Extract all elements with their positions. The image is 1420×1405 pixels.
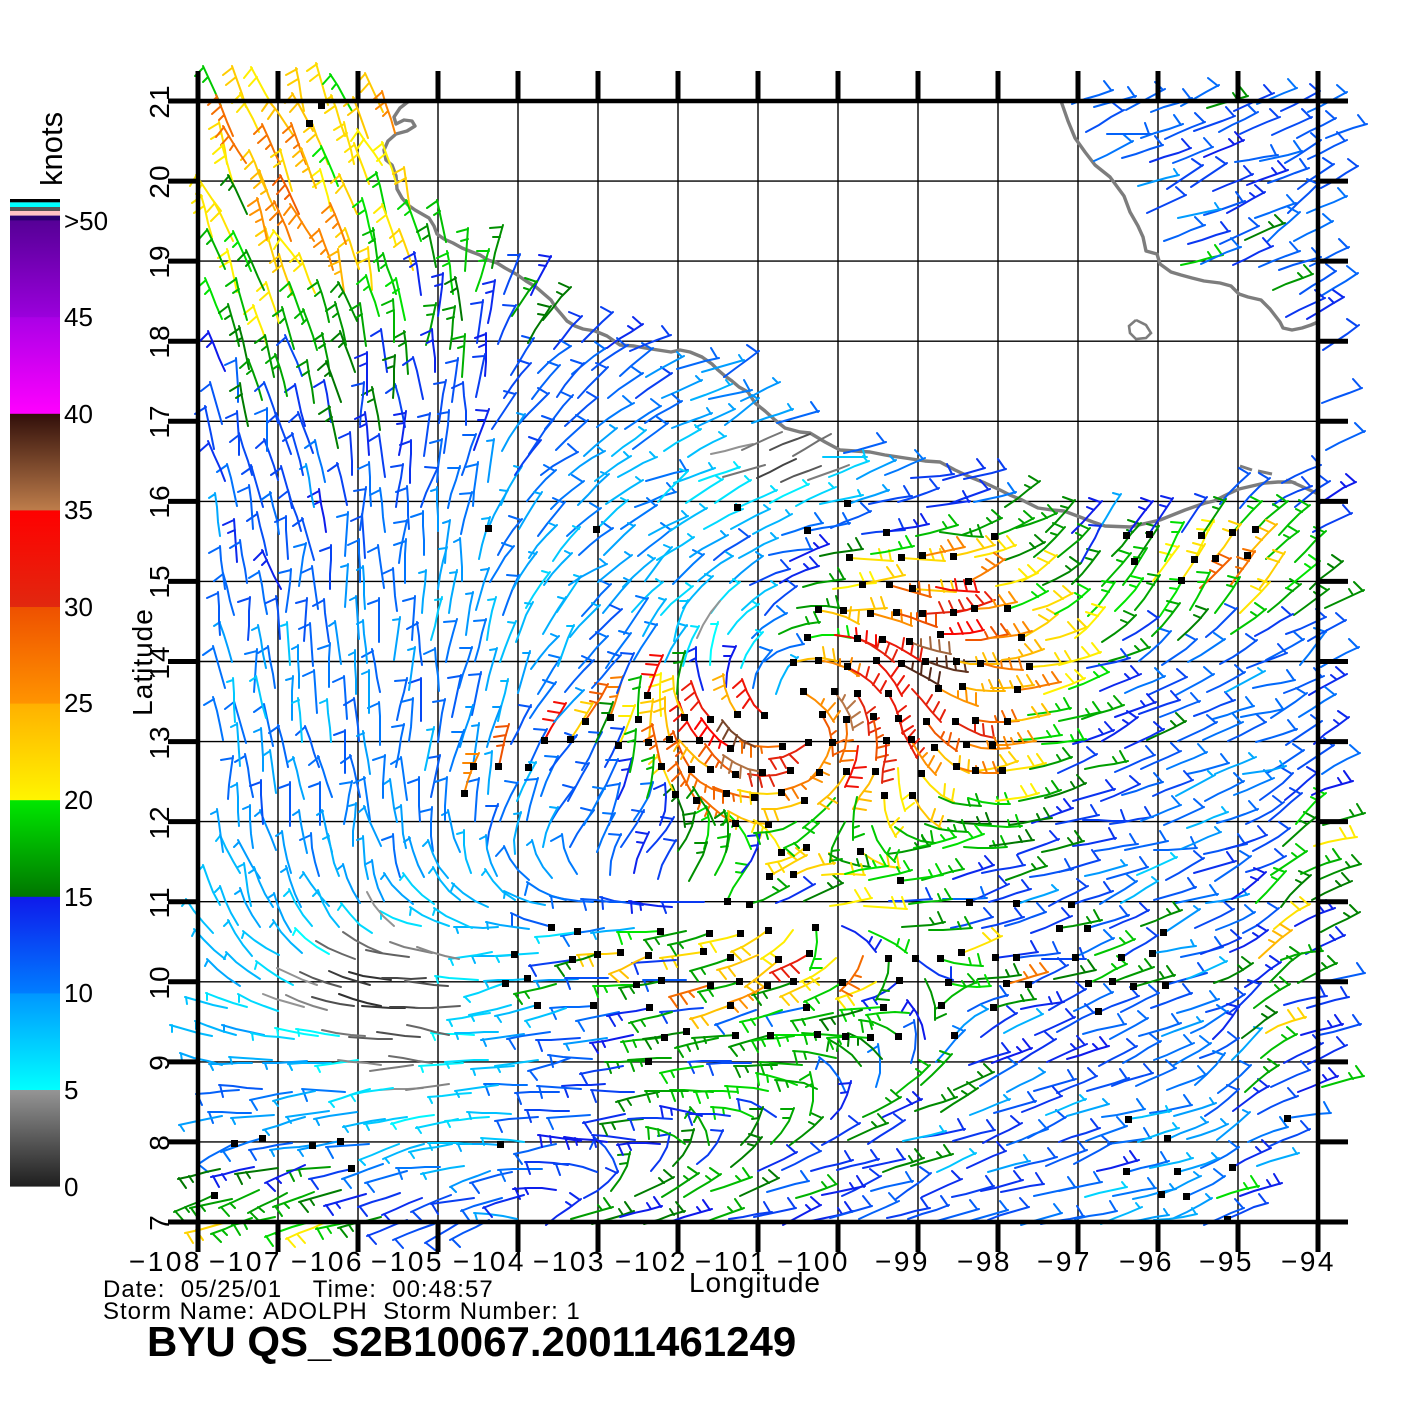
svg-text:25: 25 — [64, 688, 93, 718]
svg-text:−106: −106 — [291, 1246, 364, 1277]
svg-text:10: 10 — [144, 964, 175, 999]
svg-text:0: 0 — [64, 1172, 78, 1202]
svg-text:Storm Name: ADOLPH Storm Numb: Storm Name: ADOLPH Storm Number: 1 — [103, 1298, 581, 1325]
svg-text:21: 21 — [144, 83, 175, 118]
svg-text:−104: −104 — [453, 1246, 526, 1277]
svg-text:−107: −107 — [209, 1246, 282, 1277]
svg-text:7: 7 — [144, 1213, 175, 1231]
svg-text:20: 20 — [64, 785, 93, 815]
svg-text:20: 20 — [144, 163, 175, 198]
svg-text:9: 9 — [144, 1053, 175, 1071]
svg-text:18: 18 — [144, 323, 175, 358]
svg-text:−102: −102 — [615, 1246, 688, 1277]
svg-text:17: 17 — [144, 403, 175, 438]
svg-text:13: 13 — [144, 724, 175, 759]
svg-text:−95: −95 — [1199, 1246, 1254, 1277]
svg-text:−94: −94 — [1281, 1246, 1336, 1277]
svg-text:12: 12 — [144, 804, 175, 839]
svg-text:16: 16 — [144, 483, 175, 518]
svg-text:Longitude: Longitude — [689, 1267, 821, 1298]
svg-text:11: 11 — [144, 885, 175, 918]
svg-text:5: 5 — [64, 1075, 78, 1105]
svg-text:−97: −97 — [1037, 1246, 1092, 1277]
svg-text:knots: knots — [34, 112, 69, 186]
svg-text:45: 45 — [64, 302, 93, 332]
svg-text:40: 40 — [64, 399, 93, 429]
svg-text:>50: >50 — [64, 206, 108, 236]
svg-text:Date: 05/25/01 Time: 00:4: Date: 05/25/01 Time: 00:48:57 — [103, 1276, 494, 1303]
svg-text:−105: −105 — [371, 1246, 444, 1277]
svg-text:−108: −108 — [129, 1246, 202, 1277]
svg-text:15: 15 — [64, 882, 93, 912]
svg-text:15: 15 — [144, 563, 175, 598]
svg-text:Latitude: Latitude — [127, 608, 158, 716]
svg-text:19: 19 — [144, 243, 175, 278]
svg-text:−100: −100 — [777, 1246, 850, 1277]
svg-text:−99: −99 — [875, 1246, 930, 1277]
svg-text:−96: −96 — [1119, 1246, 1174, 1277]
svg-text:−98: −98 — [957, 1246, 1012, 1277]
svg-text:−101: −101 — [695, 1246, 768, 1277]
svg-text:30: 30 — [64, 592, 93, 622]
svg-text:10: 10 — [64, 978, 93, 1008]
svg-text:−103: −103 — [533, 1246, 606, 1277]
svg-text:8: 8 — [144, 1133, 175, 1151]
svg-text:14: 14 — [144, 644, 175, 679]
svg-text:35: 35 — [64, 495, 93, 525]
svg-text:BYU QS_S2B10067.20011461249: BYU QS_S2B10067.20011461249 — [147, 1318, 796, 1365]
